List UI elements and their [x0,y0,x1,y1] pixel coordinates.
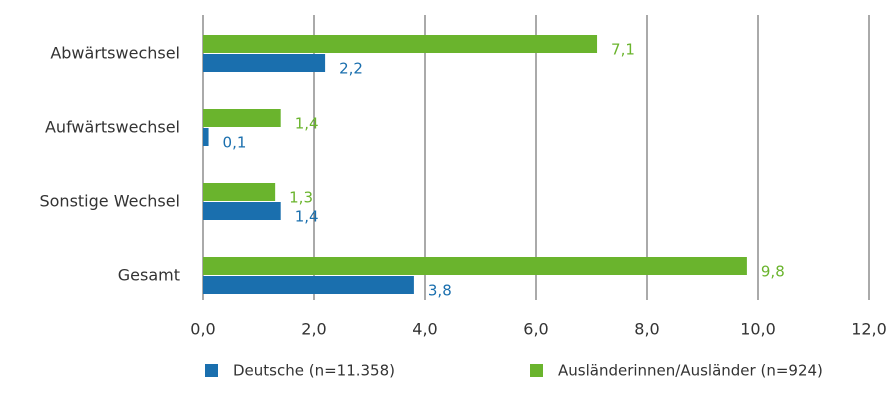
bar [203,276,414,294]
value-label: 1,4 [295,115,319,133]
legend-swatch [530,364,543,377]
x-tick-label: 10,0 [740,320,776,339]
legend-swatch [205,364,218,377]
bar [203,54,326,72]
category-label: Sonstige Wechsel [39,192,180,211]
category-label: Aufwärtswechsel [45,118,180,137]
bar [203,202,281,220]
value-label: 3,8 [428,282,452,300]
x-tick-label: 8,0 [634,320,659,339]
bar [203,183,276,201]
value-label: 1,4 [295,208,319,226]
legend-label: Deutsche (n=11.358) [233,362,395,380]
value-label: 0,1 [223,134,247,152]
value-label: 7,1 [611,41,635,59]
value-label: 9,8 [761,263,785,281]
bar [203,257,747,275]
x-tick-label: 2,0 [301,320,326,339]
x-tick-label: 0,0 [190,320,215,339]
x-tick-label: 12,0 [851,320,887,339]
legend-label: Ausländerinnen/Ausländer (n=924) [558,362,823,380]
x-tick-label: 4,0 [412,320,437,339]
x-tick-label: 6,0 [523,320,548,339]
bar [203,35,598,53]
value-label: 1,3 [289,189,313,207]
value-label: 2,2 [339,60,363,78]
bar [203,109,281,127]
category-label: Gesamt [118,266,180,285]
bar [203,128,209,146]
category-label: Abwärtswechsel [50,44,180,63]
